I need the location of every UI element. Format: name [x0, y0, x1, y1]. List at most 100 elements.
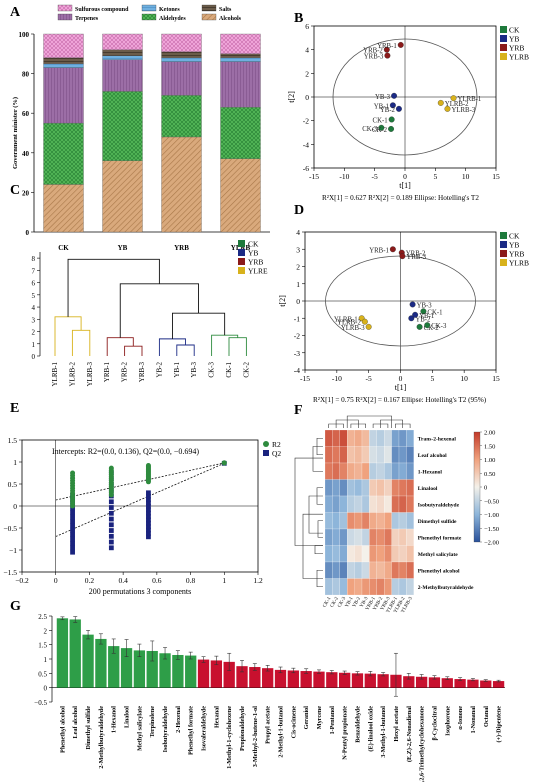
- permutation-point: [70, 527, 75, 533]
- heatmap-cell: [391, 462, 400, 480]
- permutation-point: [146, 517, 151, 523]
- heatmap-cell: [339, 512, 348, 530]
- stacked-bar-segment: [43, 67, 84, 124]
- stacked-bar-segment: [43, 63, 84, 68]
- stacked-bar-segment: [161, 136, 202, 233]
- leaf-label: YLRB-2: [68, 362, 76, 387]
- permutation-point: [70, 519, 75, 524]
- heatmap-cell: [339, 528, 348, 546]
- column-label: CK-1: [323, 596, 333, 609]
- stacked-bar-segment: [161, 51, 202, 58]
- heatmap-cell: [354, 479, 363, 497]
- data-point: [389, 102, 396, 109]
- permutation-point: [108, 505, 114, 510]
- heatmap-cell: [391, 495, 400, 513]
- legend-label: YB: [509, 241, 519, 250]
- row-dendrogram-link: [294, 457, 323, 546]
- heatmap-cell: [384, 561, 392, 579]
- dendrogram-link: [211, 334, 239, 356]
- column-label: CK-3: [337, 596, 347, 609]
- legend-label: YLRB: [509, 259, 529, 268]
- x-tick-label: Methyl salicylate: [136, 706, 143, 751]
- heatmap-cell: [391, 528, 400, 546]
- heatmap-cell: [332, 561, 340, 579]
- heatmap-cell: [324, 512, 333, 530]
- permutation-point: [146, 500, 151, 506]
- data-point: [444, 105, 451, 112]
- legend-swatch: [500, 35, 507, 42]
- data-point: [412, 311, 419, 318]
- row-dendrogram-link: [317, 520, 323, 538]
- legend-swatch: [141, 13, 157, 21]
- legend-label: YRB: [248, 258, 263, 267]
- stacked-bar-segment: [102, 59, 143, 92]
- permutation-point: [70, 523, 75, 529]
- vip-bar: [120, 648, 133, 688]
- vip-bar: [441, 678, 453, 688]
- x-tick-label: 5: [433, 172, 437, 181]
- legend-swatch: [500, 259, 507, 266]
- permutation-point: [108, 465, 114, 471]
- vip-bar: [185, 655, 197, 688]
- permutation-point: [108, 516, 114, 522]
- x-tick-label: 0: [399, 374, 403, 383]
- heatmap-cell: [398, 446, 407, 464]
- vip-bar: [69, 619, 81, 688]
- stacked-bar-segment: [161, 33, 202, 52]
- stacked-bar-segment: [220, 107, 261, 159]
- vip-bar: [428, 677, 441, 688]
- y-tick-label: -2: [303, 117, 309, 126]
- heatmap-cell: [347, 479, 355, 497]
- permutation-point: [146, 490, 151, 496]
- legend-label: Q2: [272, 449, 281, 458]
- row-label: Methyl salicylate: [418, 552, 458, 558]
- y-tick-label: 0: [13, 502, 17, 511]
- x-tick-label: Isobutyraldehyde: [162, 706, 169, 753]
- stacked-bar-segment: [161, 57, 202, 62]
- vip-bar: [223, 661, 235, 688]
- heatmap-cell: [391, 545, 400, 563]
- permutation-point: [108, 499, 114, 505]
- heatmap-cell: [406, 495, 414, 513]
- x-tick-label: CK: [58, 244, 69, 252]
- stacked-bar-segment: [43, 57, 84, 64]
- leaf-label: YRB-2: [121, 362, 129, 383]
- legend-label: R2: [272, 440, 281, 449]
- y-tick-label: 1.5: [8, 436, 18, 445]
- vip-bar: [56, 618, 69, 688]
- vip-bar: [415, 676, 428, 688]
- x-tick-label: Hexanal: [213, 706, 220, 728]
- permutation-point: [70, 470, 76, 476]
- vip-bar: [403, 676, 415, 688]
- point-label: CK-3: [431, 323, 447, 330]
- heatmap-cell: [376, 528, 385, 546]
- leaf-label: YB-3: [190, 362, 198, 378]
- heatmap-cell: [354, 495, 363, 513]
- heatmap-cell: [361, 578, 370, 596]
- row-label: Isobutyraldehyde: [418, 502, 460, 508]
- heatmap-cell: [391, 446, 400, 464]
- heatmap-cell: [347, 429, 355, 447]
- heatmap-cell: [339, 446, 348, 464]
- point-label: CK-3: [362, 126, 378, 133]
- permutation-point: [108, 533, 114, 539]
- vip-bar: [159, 653, 171, 688]
- stacked-bar-segment: [43, 122, 84, 185]
- stacked-bar-segment: [102, 49, 143, 56]
- panel-label: B: [294, 11, 303, 26]
- x-tick-label: Myrcene: [316, 706, 323, 730]
- legend-swatch: [500, 250, 507, 257]
- panel-label: F: [294, 403, 303, 418]
- heatmap-cell: [384, 479, 392, 497]
- column-label: YB-3: [360, 596, 370, 609]
- data-point: [408, 315, 415, 322]
- column-label: CK-2: [330, 596, 340, 609]
- permutation-point: [108, 522, 114, 528]
- y-tick-label: 2: [32, 329, 36, 337]
- heatmap-cell: [332, 446, 340, 464]
- y-tick-label: 2: [296, 263, 300, 272]
- colorbar-tick-label: −2.00: [484, 540, 499, 547]
- legend-swatch: [263, 441, 269, 447]
- data-point: [424, 322, 431, 329]
